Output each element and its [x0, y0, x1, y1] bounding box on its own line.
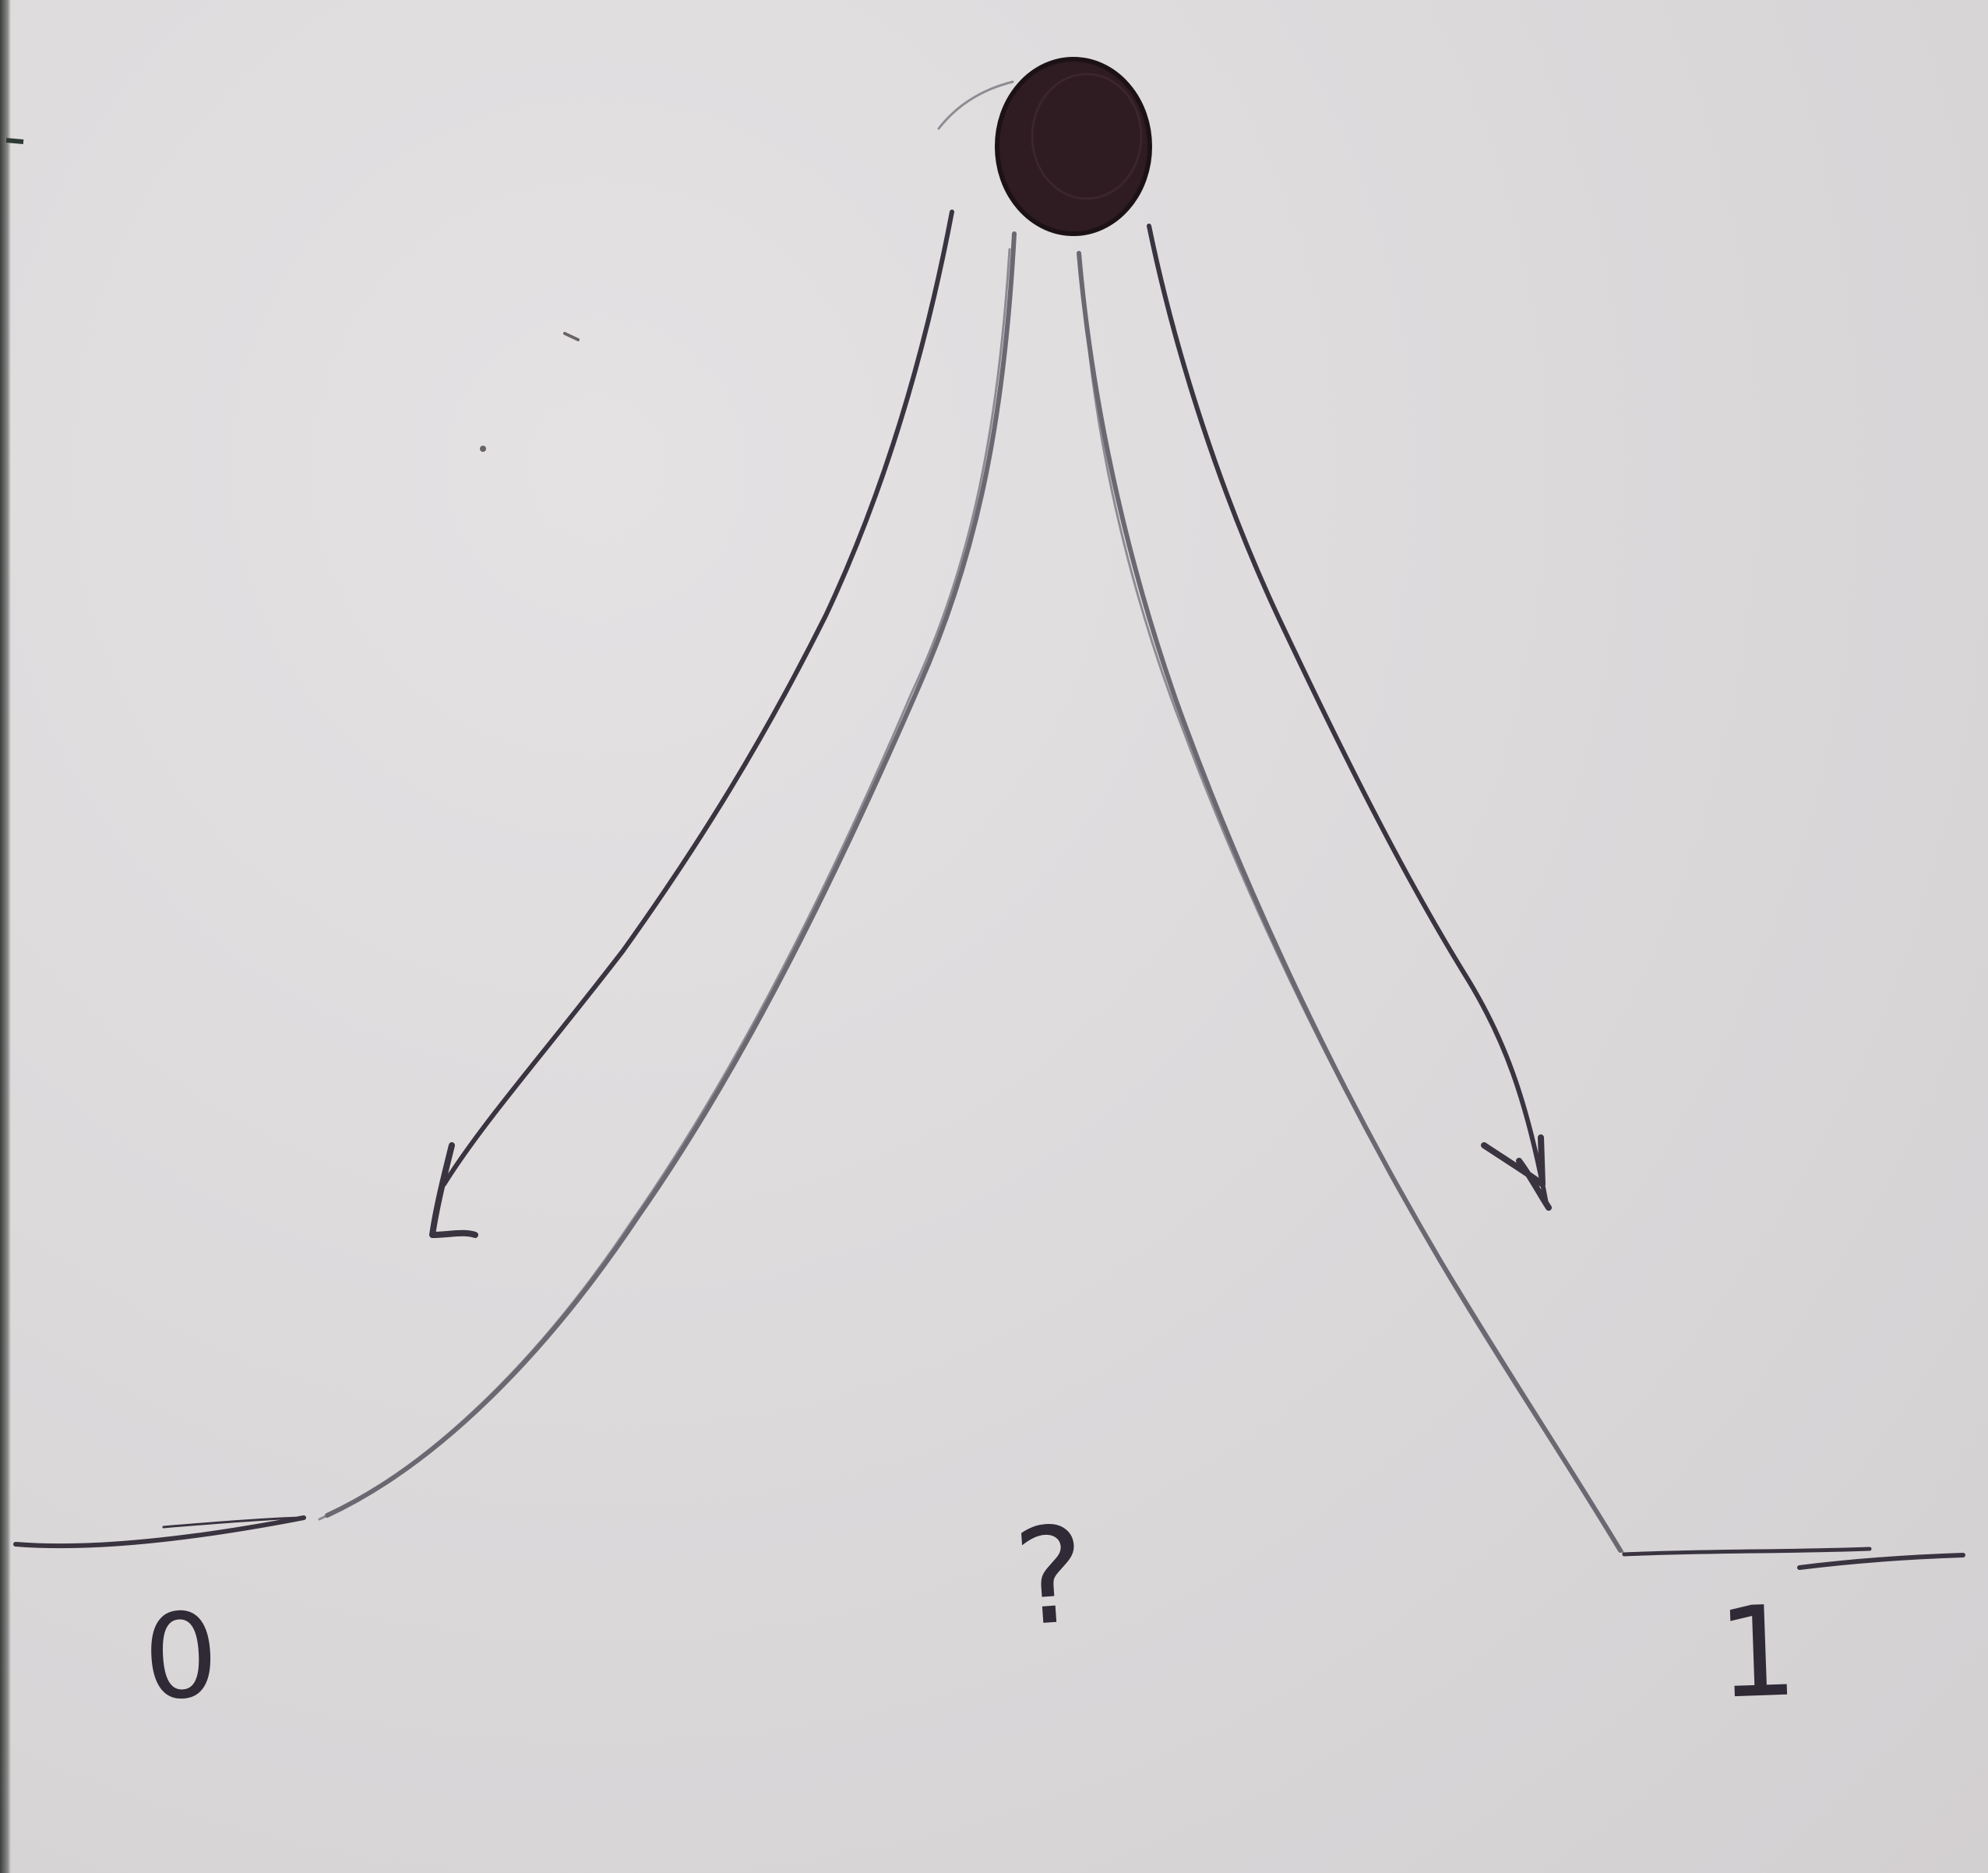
- hill-left-slope: [318, 231, 1017, 1521]
- ink-tick-edge: [5, 138, 24, 144]
- label-question: ?: [1010, 1497, 1091, 1656]
- ball-highlight: [1031, 72, 1143, 200]
- left-arrow: [429, 210, 954, 1238]
- right-arrow-shaft: [1147, 224, 1549, 1206]
- paper-speck: [563, 332, 580, 341]
- right-arrow: [1147, 224, 1552, 1211]
- label-one: 1: [1715, 1578, 1799, 1726]
- ground-line-left: [13, 1515, 306, 1549]
- paper-speck: [480, 446, 486, 452]
- paper-edge-shadow: [0, 0, 11, 1873]
- ground-line-right: [1622, 1547, 1965, 1570]
- left-arrow-shaft: [442, 210, 954, 1187]
- label-zero: 0: [140, 1588, 221, 1727]
- right-arrowhead: [1481, 1134, 1552, 1211]
- ball: [995, 57, 1152, 236]
- ball-motion-stroke: [937, 80, 1014, 130]
- left-arrowhead: [429, 1142, 478, 1238]
- hill-right-slope: [1077, 251, 1626, 1556]
